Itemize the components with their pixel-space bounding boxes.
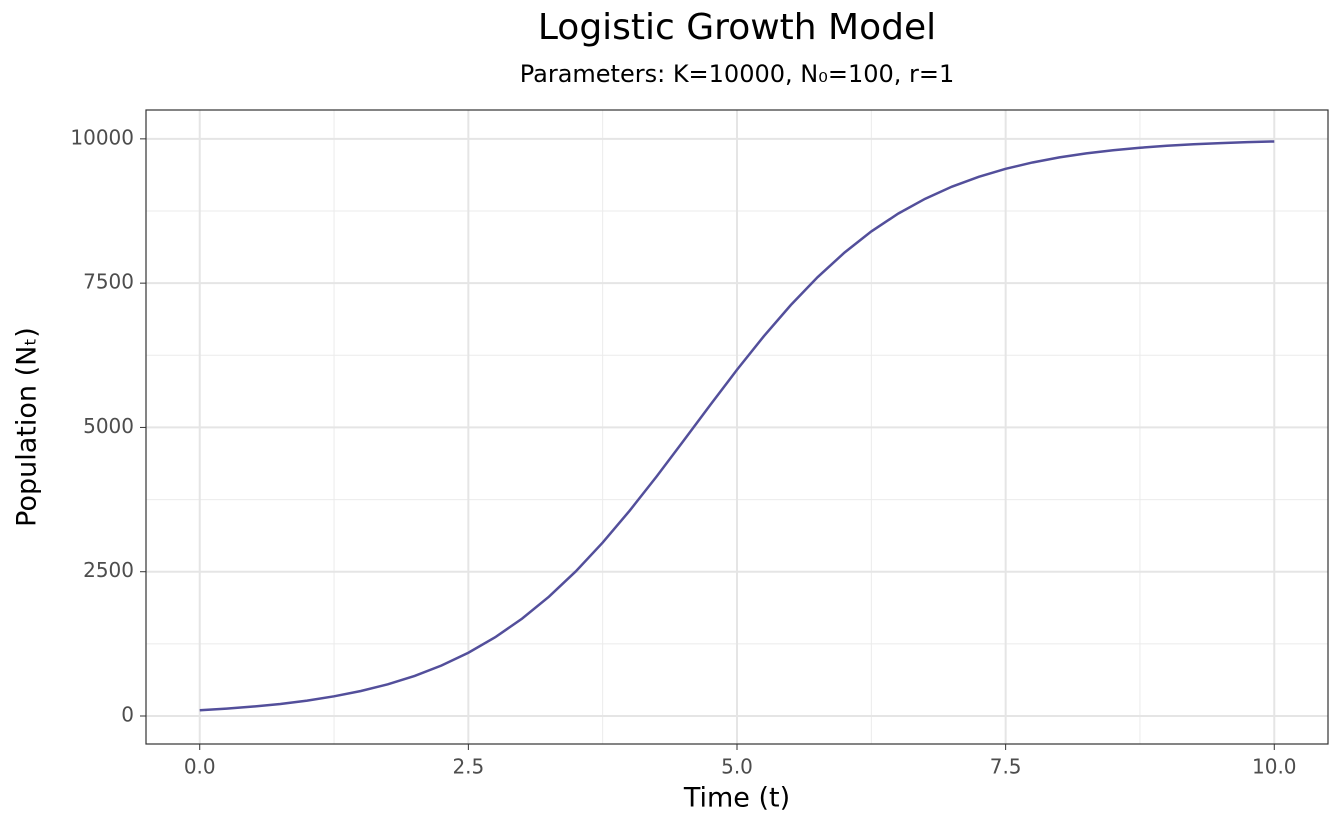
chart-title: Logistic Growth Model: [538, 7, 936, 48]
y-tick-label: 0: [121, 703, 134, 727]
y-tick-label: 7500: [83, 270, 134, 294]
x-axis-title: Time (t): [683, 783, 790, 814]
x-tick-label: 0.0: [184, 755, 216, 779]
line-series: [199, 140, 1275, 712]
y-tick-label: 2500: [83, 558, 134, 582]
x-tick-label: 5.0: [721, 755, 753, 779]
x-tick-label: 10.0: [1252, 755, 1297, 779]
y-tick-label: 5000: [83, 414, 134, 438]
chart-subtitle: Parameters: K=10000, N₀=100, r=1: [520, 60, 955, 88]
plot-border: [145, 109, 1329, 745]
x-tick-label: 7.5: [990, 755, 1022, 779]
y-axis-title: Population (Nₜ): [12, 327, 43, 527]
y-tick-label: 10000: [70, 125, 134, 149]
x-tick-label: 2.5: [452, 755, 484, 779]
